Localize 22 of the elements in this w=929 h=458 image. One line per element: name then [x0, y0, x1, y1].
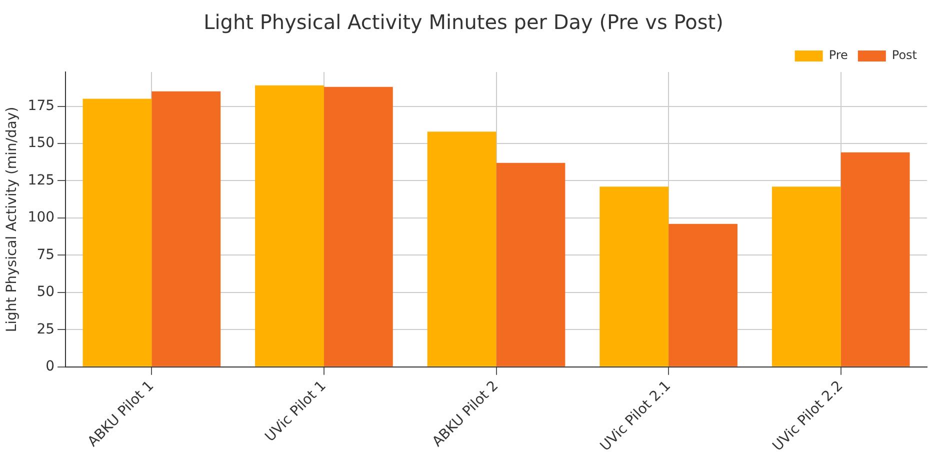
bar — [496, 162, 566, 366]
bar — [600, 186, 669, 366]
legend-label: Pre — [828, 48, 848, 62]
bar — [772, 186, 841, 366]
chart-title: Light Physical Activity Minutes per Day (Pre vs Post) — [204, 10, 724, 34]
bar — [255, 85, 324, 366]
bar — [668, 224, 738, 366]
y-tick-label: 125 — [28, 172, 55, 188]
y-tick-label: 75 — [36, 246, 55, 263]
y-tick-label: 0 — [46, 358, 55, 375]
y-tick-label: 150 — [28, 135, 55, 152]
y-tick-label: 100 — [28, 210, 55, 226]
y-tick-label: 25 — [36, 321, 55, 338]
legend-label: Post — [892, 48, 918, 62]
bar — [324, 86, 393, 366]
bar — [152, 91, 221, 366]
bar — [427, 132, 496, 366]
bar — [82, 98, 152, 366]
y-tick-label: 50 — [36, 284, 55, 300]
y-tick-label: 175 — [28, 98, 55, 114]
y-axis-title: Light Physical Activity (min/day) — [4, 106, 20, 332]
bar — [840, 152, 910, 366]
